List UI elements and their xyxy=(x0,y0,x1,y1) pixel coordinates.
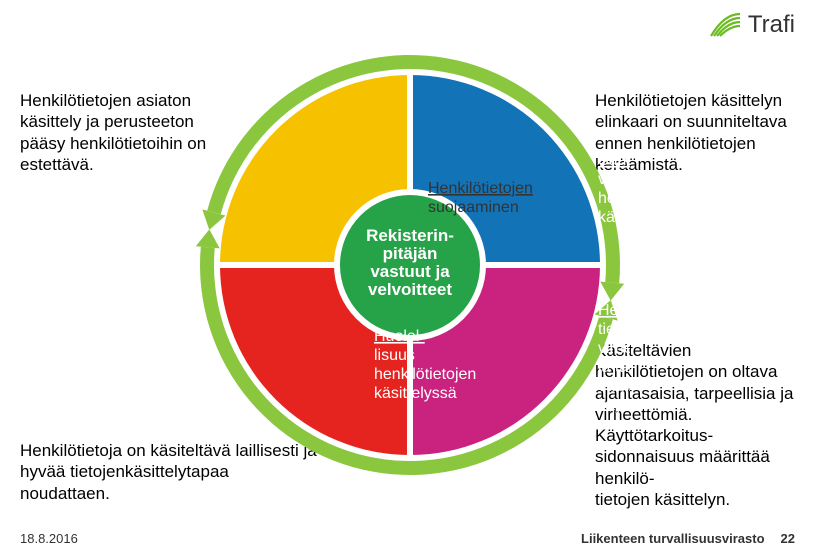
svg-text:Henkilö-tietojenvirheettömyysj: Henkilö-tietojenvirheettömyysja tarpeell… xyxy=(597,302,630,433)
brand-logo: Trafi xyxy=(708,10,795,40)
footer-date: 18.8.2016 xyxy=(20,531,78,546)
responsibility-wheel: Rekisterin-pitäjänvastuut javelvoitteetS… xyxy=(190,45,630,485)
slide: Trafi Henkilötietojen asiaton käsittely … xyxy=(0,0,815,556)
footer-agency: Liikenteen turvallisuusvirasto xyxy=(581,531,765,546)
wheel-svg: Rekisterin-pitäjänvastuut javelvoitteetS… xyxy=(190,45,630,485)
footer-page: 22 xyxy=(781,531,795,546)
brand-name: Trafi xyxy=(748,11,795,39)
slide-footer: 18.8.2016 Liikenteen turvallisuusvirasto… xyxy=(20,531,795,546)
svg-text:Rekisterin-pitäjänvastuut jave: Rekisterin-pitäjänvastuut javelvoitteet xyxy=(366,226,454,299)
trafi-logo-icon xyxy=(708,10,742,40)
